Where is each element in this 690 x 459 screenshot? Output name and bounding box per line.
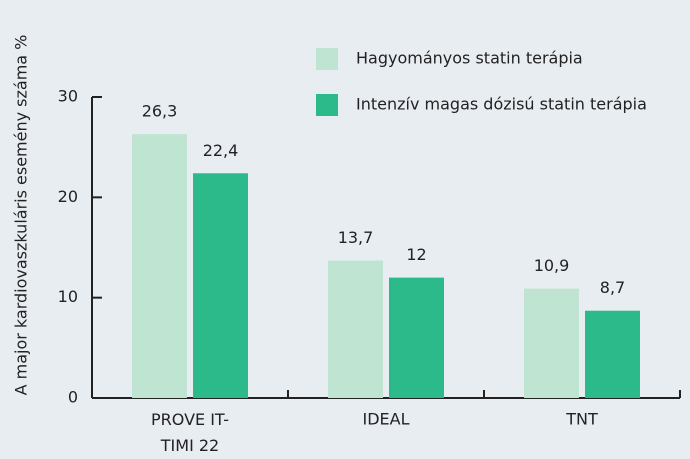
bar — [389, 277, 444, 398]
y-tick-label: 10 — [58, 287, 78, 306]
value-label: 13,7 — [338, 228, 374, 247]
legend-label: Hagyományos statin terápia — [356, 49, 583, 68]
bar — [132, 134, 187, 398]
x-tick-label: PROVE IT-TIMI 22 — [151, 410, 229, 455]
value-label: 8,7 — [600, 278, 625, 297]
y-tick-label: 0 — [68, 388, 78, 407]
bar — [524, 288, 579, 398]
value-label: 26,3 — [142, 102, 178, 121]
value-label: 22,4 — [203, 141, 239, 160]
bar — [193, 173, 248, 398]
legend-swatch — [316, 48, 338, 70]
value-label: 10,9 — [534, 256, 570, 275]
x-tick-label: IDEAL — [362, 410, 409, 429]
y-tick-label: 30 — [58, 87, 78, 106]
bar — [328, 260, 383, 398]
value-label: 12 — [406, 245, 426, 264]
x-tick-label: TNT — [565, 410, 598, 429]
bar — [585, 310, 640, 398]
y-axis-label: A major kardiovaszkuláris esemény száma … — [12, 35, 31, 396]
y-tick-label: 20 — [58, 187, 78, 206]
legend-label: Intenzív magas dózisú statin terápia — [356, 95, 647, 114]
legend-swatch — [316, 94, 338, 116]
